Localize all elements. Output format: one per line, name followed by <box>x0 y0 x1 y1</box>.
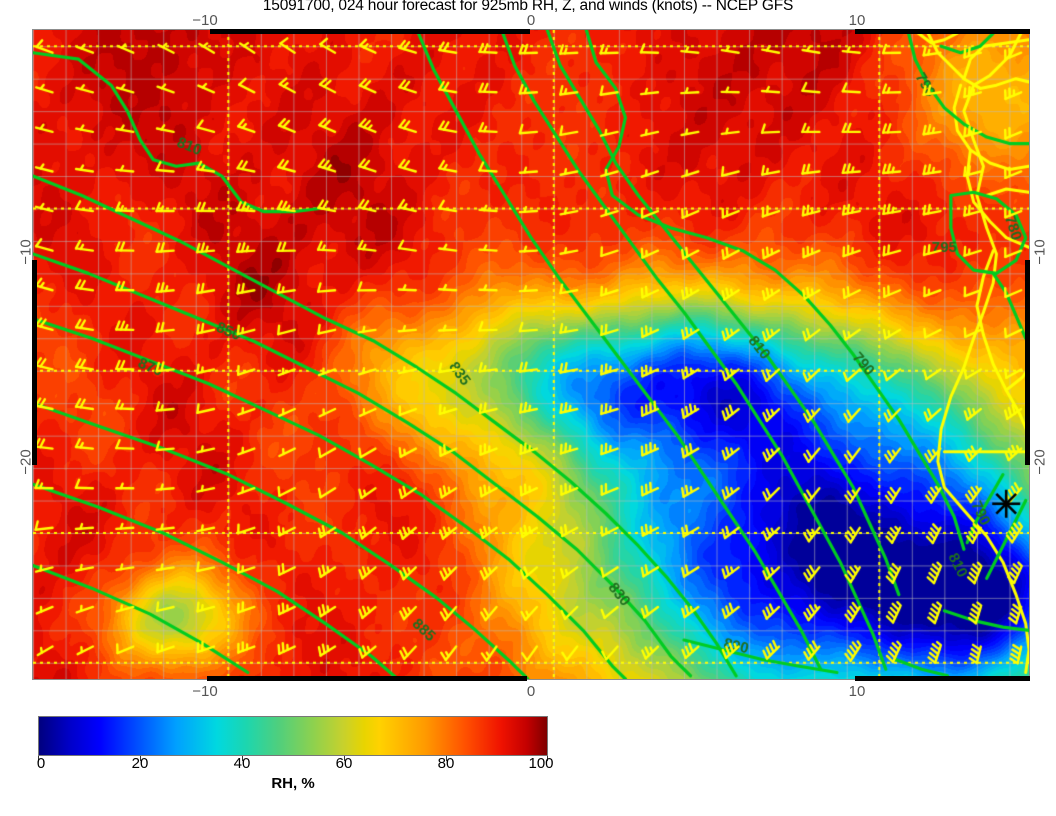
rh-contour-map <box>33 30 1029 679</box>
axis-bar-top-right <box>855 29 1030 34</box>
axis-bar-bottom-right <box>855 676 1030 681</box>
colorbar-title: RH, % <box>271 775 315 792</box>
colorbar-tick <box>446 756 447 761</box>
colorbar-label-5: 100 <box>528 755 554 772</box>
colorbar-label-0: 0 <box>36 755 46 772</box>
colorbar-tick <box>38 756 39 761</box>
colorbar <box>38 716 548 761</box>
colorbar-label-2: 40 <box>233 755 251 772</box>
ytick-label-right-1: −20 <box>1031 449 1049 475</box>
xtick-label-0: −10 <box>192 683 218 700</box>
ytick-label-left-0: −10 <box>17 239 35 265</box>
xtick-label-2: 10 <box>848 683 866 700</box>
colorbar-tick <box>344 756 345 761</box>
xtick-label-top-2: 10 <box>848 12 866 29</box>
axis-bar-top-left <box>210 29 530 34</box>
axis-bar-bottom-left <box>207 676 527 681</box>
colorbar-label-3: 60 <box>335 755 353 772</box>
axis-bar-right <box>1025 260 1030 465</box>
xtick-label-top-1: 0 <box>526 12 536 29</box>
colorbar-tick <box>140 756 141 761</box>
xtick-label-1: 0 <box>526 683 536 700</box>
xtick-label-top-0: −10 <box>192 12 218 29</box>
colorbar-tick <box>242 756 243 761</box>
map-plot-area[interactable] <box>32 29 1030 680</box>
ytick-label-right-0: −10 <box>1031 239 1049 265</box>
ytick-label-left-1: −20 <box>17 449 35 475</box>
axis-bar-left <box>32 260 37 465</box>
colorbar-label-1: 20 <box>131 755 149 772</box>
page-title: 15091700, 024 hour forecast for 925mb RH… <box>262 0 794 14</box>
colorbar-tick <box>547 756 548 761</box>
colorbar-label-4: 80 <box>437 755 455 772</box>
colorbar-gradient <box>38 716 548 756</box>
